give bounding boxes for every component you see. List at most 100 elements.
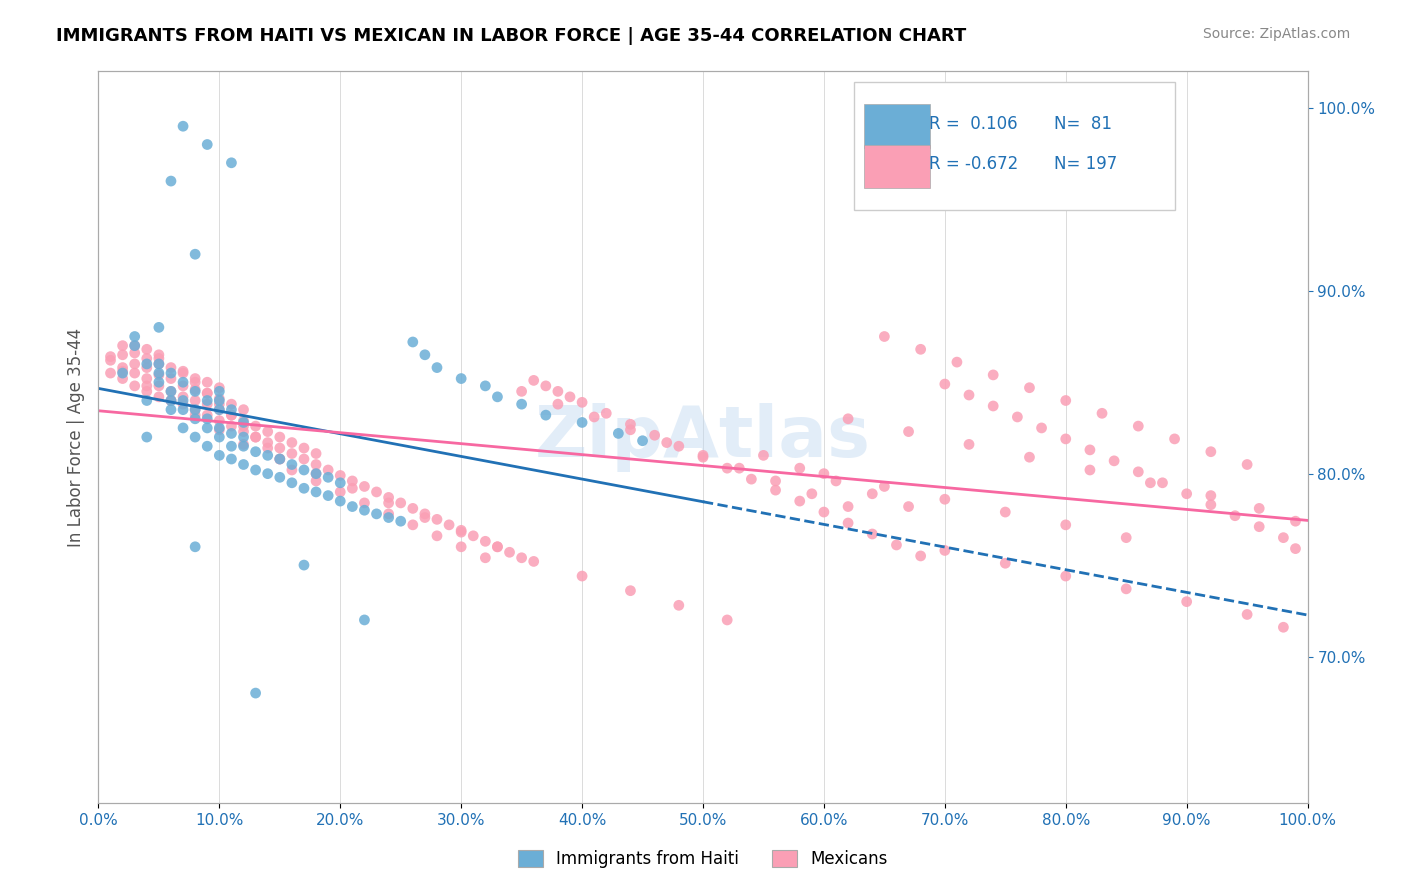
Point bbox=[172, 379, 194, 393]
Point bbox=[221, 155, 243, 169]
Point bbox=[1091, 406, 1114, 420]
Point bbox=[402, 334, 425, 349]
Point bbox=[281, 446, 304, 460]
Point bbox=[232, 458, 254, 472]
Point bbox=[256, 441, 278, 455]
Point bbox=[195, 375, 218, 389]
Point bbox=[148, 375, 170, 389]
Point bbox=[172, 375, 194, 389]
Point bbox=[1018, 381, 1040, 395]
Point bbox=[111, 364, 134, 378]
Point bbox=[1078, 442, 1101, 457]
Point bbox=[426, 512, 449, 526]
Point bbox=[342, 500, 364, 514]
Point bbox=[353, 479, 375, 493]
Text: N=  81: N= 81 bbox=[1053, 115, 1112, 133]
Point bbox=[450, 525, 472, 540]
Point bbox=[789, 461, 811, 475]
Point bbox=[135, 393, 157, 408]
Point bbox=[1249, 519, 1271, 533]
Point bbox=[523, 554, 546, 568]
Point bbox=[160, 402, 183, 417]
Point bbox=[208, 384, 231, 399]
Point bbox=[450, 524, 472, 538]
Point bbox=[256, 467, 278, 481]
Point bbox=[292, 452, 315, 467]
Point bbox=[873, 329, 896, 343]
Point bbox=[837, 412, 859, 426]
Point bbox=[450, 540, 472, 554]
Point bbox=[232, 416, 254, 430]
Point bbox=[837, 500, 859, 514]
Point bbox=[981, 399, 1004, 413]
Point bbox=[474, 379, 496, 393]
Point bbox=[184, 247, 207, 261]
Point bbox=[160, 384, 183, 399]
Text: R =  0.106: R = 0.106 bbox=[929, 115, 1018, 133]
Point bbox=[160, 393, 183, 408]
Point bbox=[353, 613, 375, 627]
Point bbox=[305, 484, 328, 499]
Point bbox=[402, 517, 425, 532]
Point bbox=[195, 412, 218, 426]
Point bbox=[184, 408, 207, 422]
Point bbox=[463, 529, 485, 543]
Text: N= 197: N= 197 bbox=[1053, 155, 1116, 173]
Point bbox=[957, 437, 980, 451]
Point bbox=[547, 397, 569, 411]
Point bbox=[498, 545, 520, 559]
Point bbox=[329, 484, 352, 499]
Point bbox=[1115, 531, 1137, 545]
Point bbox=[957, 388, 980, 402]
Point bbox=[1102, 454, 1125, 468]
Point bbox=[232, 425, 254, 439]
Point bbox=[245, 419, 267, 434]
Text: ZipAtlas: ZipAtlas bbox=[536, 402, 870, 472]
Point bbox=[195, 393, 218, 408]
Point bbox=[195, 439, 218, 453]
Point bbox=[281, 458, 304, 472]
Legend: Immigrants from Haiti, Mexicans: Immigrants from Haiti, Mexicans bbox=[512, 843, 894, 875]
Point bbox=[765, 483, 787, 497]
Point bbox=[305, 446, 328, 460]
Point bbox=[111, 348, 134, 362]
Point bbox=[1272, 531, 1295, 545]
Point bbox=[316, 489, 339, 503]
Point bbox=[1054, 569, 1077, 583]
Point bbox=[571, 395, 593, 409]
Point bbox=[1163, 432, 1185, 446]
Point bbox=[377, 510, 399, 524]
Point bbox=[413, 507, 436, 521]
Point bbox=[124, 379, 146, 393]
Point bbox=[124, 329, 146, 343]
Point bbox=[221, 452, 243, 467]
Point bbox=[558, 390, 581, 404]
Point bbox=[135, 343, 157, 357]
Point bbox=[221, 439, 243, 453]
Point bbox=[256, 448, 278, 462]
Point bbox=[292, 558, 315, 573]
Point bbox=[135, 351, 157, 366]
Point bbox=[111, 371, 134, 385]
Point bbox=[135, 379, 157, 393]
Point bbox=[124, 346, 146, 360]
Point bbox=[172, 402, 194, 417]
Point bbox=[195, 386, 218, 401]
Point bbox=[413, 510, 436, 524]
Point bbox=[510, 397, 533, 411]
Point bbox=[256, 425, 278, 439]
Text: R = -0.672: R = -0.672 bbox=[929, 155, 1018, 173]
Point bbox=[547, 384, 569, 399]
Point bbox=[172, 393, 194, 408]
FancyBboxPatch shape bbox=[863, 104, 931, 148]
Point bbox=[1018, 450, 1040, 465]
Point bbox=[124, 339, 146, 353]
Point bbox=[124, 366, 146, 380]
Point bbox=[329, 494, 352, 508]
Point bbox=[281, 463, 304, 477]
Point bbox=[208, 414, 231, 428]
Point bbox=[1054, 432, 1077, 446]
Point bbox=[184, 540, 207, 554]
Point bbox=[1054, 393, 1077, 408]
Point bbox=[124, 357, 146, 371]
